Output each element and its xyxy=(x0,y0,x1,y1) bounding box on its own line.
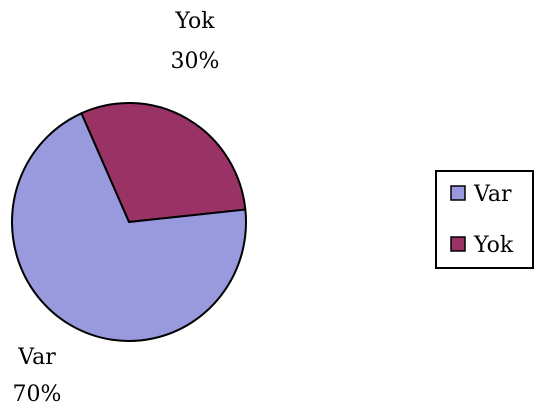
legend-swatch-var xyxy=(450,185,466,201)
slice-percent-var: 70% xyxy=(13,382,62,407)
legend-swatch-yok xyxy=(450,236,466,252)
pie-slices xyxy=(11,102,247,342)
slice-percent-yok: 30% xyxy=(171,49,220,74)
pie-slice-yok xyxy=(80,102,247,223)
legend: Var Yok xyxy=(435,170,534,269)
pie-slice-var xyxy=(11,112,247,342)
slice-label-yok: Yok xyxy=(174,9,215,34)
slice-label-var: Var xyxy=(17,345,56,370)
legend-label-yok: Yok xyxy=(473,233,514,258)
legend-label-var: Var xyxy=(473,182,512,207)
